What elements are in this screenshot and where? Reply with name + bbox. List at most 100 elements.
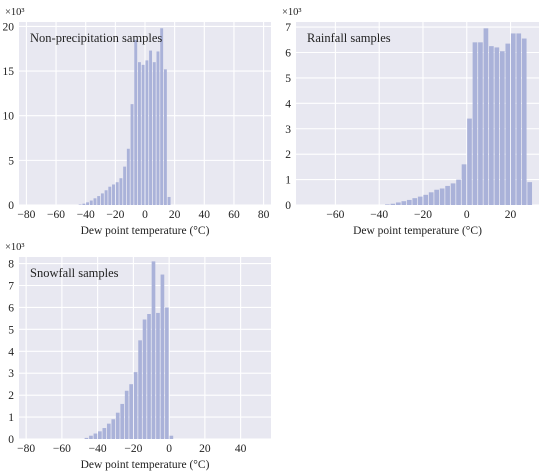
histogram-bar (119, 178, 123, 205)
x-tick-label: 20 (505, 209, 517, 221)
y-multiplier-label: ×10³ (5, 242, 25, 253)
histogram-bar (505, 43, 511, 205)
histogram-bar (521, 38, 527, 206)
histogram-bar (516, 33, 522, 205)
y-tick-label: 5 (285, 73, 291, 85)
y-tick-label: 4 (8, 346, 14, 358)
histogram-bar (97, 196, 101, 205)
x-tick-label: −40 (77, 209, 95, 221)
y-tick-label: 15 (3, 66, 15, 78)
y-tick-label: 1 (285, 175, 291, 187)
y-tick-label: 7 (8, 281, 14, 293)
histogram-bar (137, 62, 141, 205)
histogram-bar (428, 192, 434, 205)
y-tick-label: 8 (8, 259, 14, 271)
histogram-bar (417, 196, 423, 205)
y-multiplier-label: ×10³ (5, 7, 25, 18)
histogram-bar (423, 194, 429, 205)
x-tick-label: −80 (17, 443, 35, 455)
histogram-bar (104, 190, 108, 205)
y-tick-label: 1 (8, 412, 14, 424)
histogram-bar (123, 166, 127, 205)
histogram-bar (108, 186, 112, 205)
y-tick-label: 10 (3, 111, 15, 123)
x-tick-label: −40 (89, 443, 107, 455)
x-axis-label: Dew point temperature (°C) (81, 225, 210, 237)
histogram-bar (156, 51, 160, 205)
histogram-bar (450, 183, 456, 205)
histogram-bar (456, 179, 461, 205)
histogram-bar (467, 118, 472, 205)
x-tick-label: 20 (169, 209, 181, 221)
histogram-bar (478, 42, 483, 206)
x-tick-label: 0 (464, 209, 470, 221)
histogram-bar (98, 431, 102, 439)
histogram-bar (163, 69, 167, 205)
histogram-bar (111, 419, 116, 439)
y-tick-label: 0 (8, 200, 14, 212)
histogram-bar (385, 204, 390, 205)
histogram-bar (86, 202, 90, 205)
x-axis-label: Dew point temperature (°C) (81, 459, 210, 471)
histogram-bar (124, 390, 129, 439)
x-axis-label: Dew point temperature (°C) (353, 225, 482, 237)
histogram-bar (167, 196, 171, 205)
histogram-bar (396, 202, 401, 205)
histogram-bar (494, 47, 500, 205)
histogram-bar (406, 199, 412, 205)
histogram-bar (147, 314, 151, 439)
y-tick-label: 3 (285, 124, 291, 136)
histogram-bar (151, 261, 156, 439)
x-tick-label: −20 (124, 443, 142, 455)
y-tick-label: 0 (285, 200, 291, 212)
histogram-bar (461, 164, 467, 205)
histogram-bar (120, 403, 125, 439)
histogram-bar (84, 437, 89, 439)
histogram-bar (472, 42, 478, 206)
x-tick-label: −80 (17, 209, 35, 221)
histogram-bar (133, 372, 138, 439)
histogram-bar (100, 193, 104, 205)
histogram-bar (141, 64, 145, 205)
x-tick-label: −60 (47, 209, 65, 221)
histogram-bar (401, 201, 407, 205)
y-tick-label: 2 (8, 390, 14, 402)
histogram-bar (145, 60, 149, 206)
x-tick-label: 20 (199, 443, 211, 455)
panel-title: Rainfall samples (307, 31, 391, 45)
histogram-bar (106, 423, 111, 439)
histogram-bar (130, 104, 134, 205)
histogram-bar (412, 198, 418, 205)
histogram-bar (165, 307, 169, 439)
panel-title: Non-precipitation samples (30, 31, 162, 45)
histogram-bar (126, 148, 130, 205)
histogram-bar (149, 50, 153, 205)
x-tick-label: 60 (228, 209, 240, 221)
histogram-bar (112, 184, 115, 205)
y-tick-label: 3 (8, 368, 14, 380)
x-tick-label: −20 (414, 209, 432, 221)
histogram-bar (152, 62, 156, 205)
x-tick-label: −60 (53, 443, 71, 455)
histogram-bar (489, 46, 494, 206)
x-tick-label: 40 (199, 209, 211, 221)
chart-panel-1: −80 −60 −40 −20 0 20 40 60 80 0 5 10 15 20 ×10³ Dew poi… (3, 7, 271, 237)
histogram-bar (93, 198, 97, 205)
histogram-bar (134, 39, 138, 206)
x-tick-label: −20 (106, 209, 124, 221)
histogram-bar (445, 185, 450, 205)
panel-title: Snowfall samples (30, 266, 119, 280)
x-tick-label: 40 (235, 443, 247, 455)
histogram-bar (82, 203, 86, 205)
x-tick-label: 80 (258, 209, 270, 221)
histogram-bar (499, 51, 505, 205)
y-tick-label: 5 (8, 155, 14, 167)
y-tick-label: 7 (285, 22, 291, 34)
histogram-bar (483, 28, 489, 205)
histogram-bar (390, 203, 396, 205)
histogram-bar (439, 188, 445, 205)
y-multiplier-label: ×10³ (282, 7, 302, 18)
histogram-bar (115, 412, 120, 439)
histogram-bar (527, 182, 533, 205)
y-tick-label: 2 (285, 149, 291, 161)
